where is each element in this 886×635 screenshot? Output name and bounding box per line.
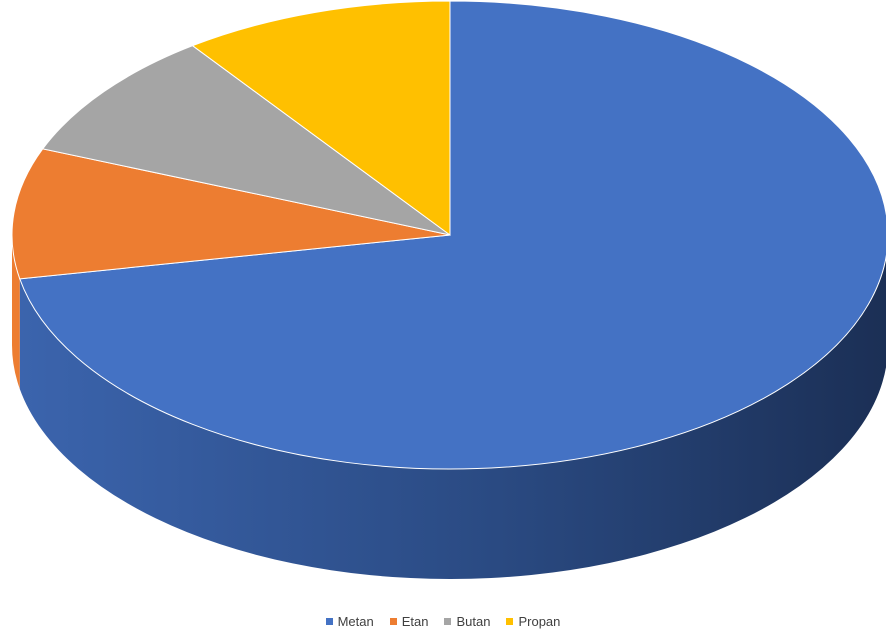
- legend-item-etan: Etan: [389, 614, 429, 629]
- pie-side-metan: [19, 256, 886, 579]
- pie-slice-butan: [41, 45, 451, 236]
- legend: Metan Etan Butan Propan: [0, 614, 886, 629]
- legend-swatch: [506, 618, 514, 625]
- pie-slice-propan: [191, 0, 451, 236]
- legend-label: Butan: [456, 614, 491, 629]
- pie-tops: [11, 0, 886, 470]
- legend-label: Propan: [518, 614, 561, 629]
- legend-swatch: [444, 618, 452, 625]
- pie-slice-metan: [19, 0, 886, 470]
- legend-swatch: [325, 618, 333, 625]
- legend-label: Metan: [337, 614, 374, 629]
- legend-swatch: [389, 618, 397, 625]
- legend-item-butan: Butan: [444, 614, 490, 629]
- legend-item-propan: Propan: [506, 614, 560, 629]
- legend-label: Etan: [401, 614, 429, 629]
- legend-item-metan: Metan: [325, 614, 374, 629]
- pie-slice-etan: [11, 148, 451, 280]
